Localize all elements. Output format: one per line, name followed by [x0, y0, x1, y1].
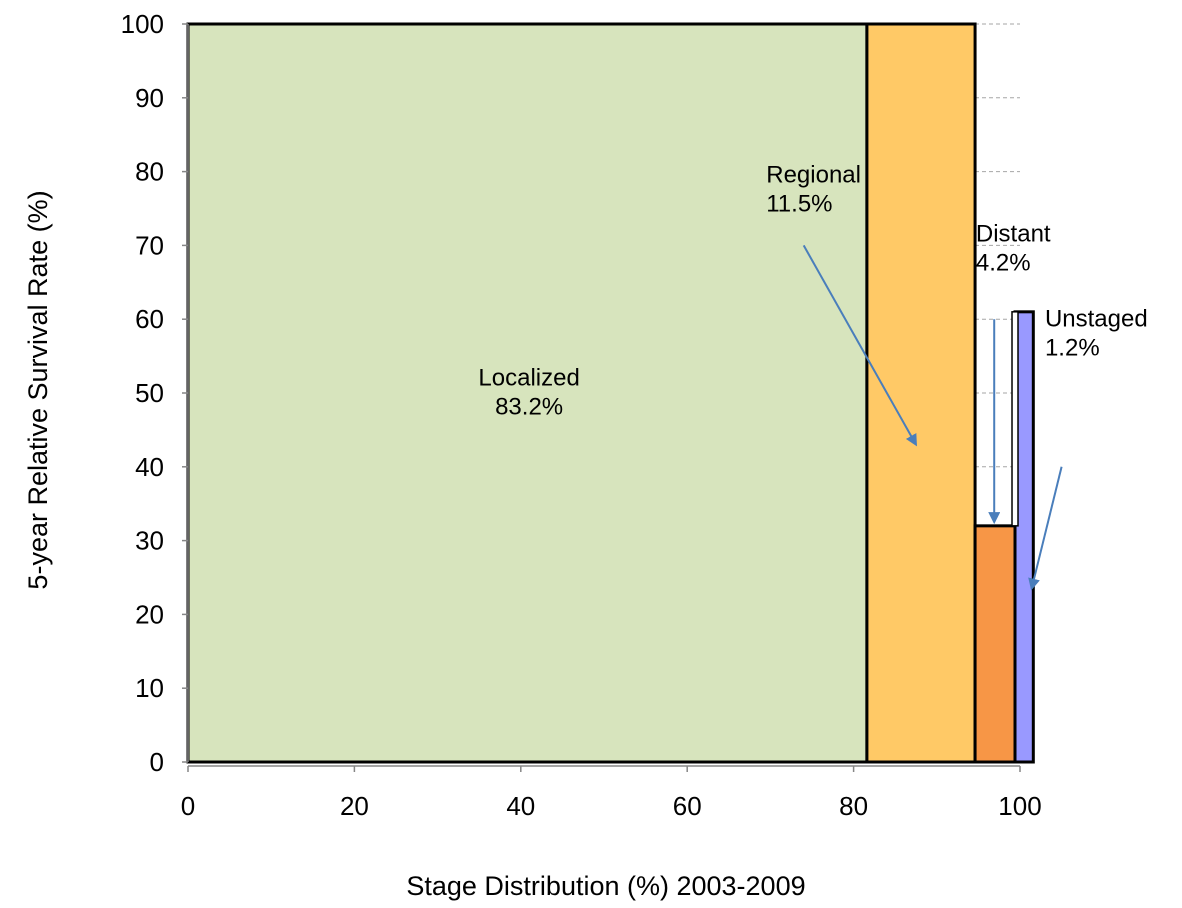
x-tick-label: 40: [506, 791, 535, 821]
y-tick-label: 0: [150, 747, 164, 777]
y-tick-label: 100: [121, 9, 164, 39]
axes: 0 10 20 30 40 50 60 70 80 90 100 0 20 40 60 80 100: [121, 9, 1042, 821]
y-tick-label: 10: [135, 673, 164, 703]
arrow-regional: [802, 244, 917, 447]
bar-unstaged: [1013, 310, 1035, 764]
annotation-share: 4.2%: [976, 250, 1031, 277]
annotation-stage-name: Regional: [766, 162, 861, 189]
y-tick-label: 90: [135, 83, 164, 113]
annotation-stage-name: Localized: [478, 365, 579, 392]
annotation-distant: Distant 4.2%: [976, 221, 1051, 277]
bars: [186, 22, 1035, 764]
annotation-share: 83.2%: [495, 393, 563, 420]
y-tick-label: 40: [135, 452, 164, 482]
y-tick-label: 80: [135, 157, 164, 187]
annotation-share: 11.5%: [766, 190, 832, 217]
y-tick-label: 20: [135, 599, 164, 629]
y-tick-label: 50: [135, 378, 164, 408]
annotation-regional: Regional 11.5%: [766, 162, 861, 218]
annotation-stage-name: Distant: [976, 221, 1051, 248]
annotations: Localized 83.2% Regional 11.5% Distant 4.2% Un…: [478, 162, 1148, 591]
bar-distant: [973, 524, 1017, 764]
x-axis-label: Stage Distribution (%) 2003-2009: [406, 871, 805, 901]
bar-unstaged-gap: [1011, 311, 1019, 527]
bar-localized: [186, 22, 869, 764]
arrow-unstaged: [1028, 466, 1063, 591]
annotation-unstaged: Unstaged 1.2%: [1045, 306, 1148, 362]
x-tick-label: 0: [181, 791, 195, 821]
y-tick-label: 70: [135, 230, 164, 260]
annotation-localized: Localized 83.2%: [478, 365, 579, 421]
x-tick-label: 60: [673, 791, 702, 821]
y-axis-label: 5-year Relative Survival Rate (%): [23, 190, 53, 589]
bar-regional: [865, 22, 977, 764]
x-tick-label: 80: [839, 791, 868, 821]
annotation-share: 1.2%: [1045, 334, 1100, 361]
y-tick-label: 60: [135, 304, 164, 334]
annotation-stage-name: Unstaged: [1045, 306, 1148, 333]
y-tick-label: 30: [135, 526, 164, 556]
x-tick-label: 100: [998, 791, 1041, 821]
x-tick-label: 20: [340, 791, 369, 821]
